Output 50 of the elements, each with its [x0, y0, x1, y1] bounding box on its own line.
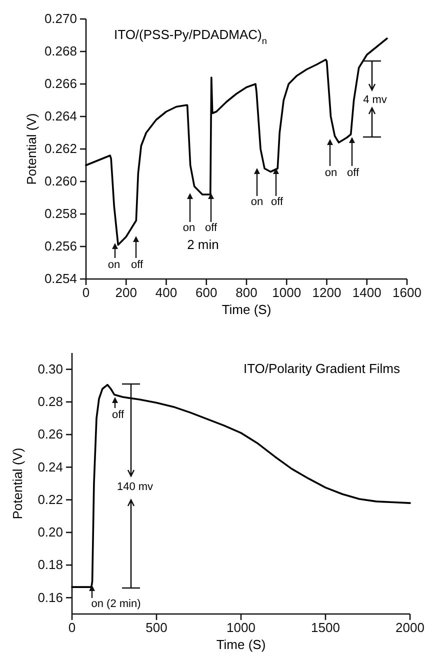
- y-tick-label: 0.266: [44, 76, 77, 92]
- x-tick-label: 0: [82, 285, 90, 300]
- annotation: on: [324, 167, 338, 179]
- y-axis-title: Potential (V): [10, 448, 25, 520]
- annotation: off: [204, 222, 218, 234]
- y-tick-label: 0.254: [44, 271, 77, 286]
- x-tick-label: 1000: [272, 285, 302, 300]
- y-tick-label: 0.260: [44, 174, 77, 189]
- annotation: on: [182, 222, 196, 234]
- x-axis-title: Time (S): [222, 302, 272, 317]
- y-tick-label: 0.22: [38, 492, 63, 507]
- annotation: 4 mv: [363, 94, 388, 106]
- y-axis-title: Potential (V): [24, 113, 39, 185]
- annotation: 140 mv: [116, 481, 154, 493]
- x-tick-label: 200: [115, 285, 137, 300]
- annotation: on (2 min): [91, 598, 141, 610]
- annotation: off: [130, 259, 144, 271]
- x-tick-label: 600: [196, 285, 218, 300]
- y-tick-label: 0.262: [44, 141, 77, 156]
- y-tick-label: 0.258: [44, 206, 77, 222]
- y-tick-label: 0.270: [44, 11, 77, 26]
- x-tick-label: 1600: [392, 285, 422, 300]
- y-tick-label: 0.28: [38, 394, 63, 410]
- x-tick-label: 1000: [226, 620, 256, 636]
- text: ITO/(PSS-Py/PDADMAC)$_{n}$: [114, 27, 267, 46]
- x-tick-label: 0: [68, 620, 76, 636]
- x-tick-label: 1500: [311, 620, 340, 636]
- y-tick-label: 0.24: [38, 459, 63, 474]
- annotation: on: [250, 196, 264, 208]
- y-tick-label: 0.20: [38, 524, 63, 540]
- x-tick-label: 400: [155, 285, 178, 300]
- x-tick-label: 1200: [312, 285, 342, 300]
- y-tick-label: 0.30: [38, 361, 63, 376]
- x-tick-label: 800: [236, 285, 258, 300]
- annotation: off: [112, 409, 125, 421]
- y-tick-label: 0.26: [38, 426, 63, 442]
- x-tick-label: 500: [146, 620, 168, 636]
- y-tick-label: 0.256: [44, 238, 77, 254]
- y-tick-label: 0.264: [44, 108, 77, 124]
- x-tick-label: 1400: [352, 285, 382, 300]
- y-tick-label: 0.268: [44, 44, 77, 59]
- annotation: off: [346, 167, 360, 179]
- y-tick-label: 0.16: [38, 590, 63, 605]
- annotation: on: [108, 259, 120, 271]
- annotation: off: [270, 196, 284, 208]
- x-tick-label: 2000: [396, 620, 424, 636]
- y-tick-label: 0.18: [38, 557, 63, 572]
- x-axis-title: Time (S): [216, 637, 266, 652]
- text: ITO/Polarity Gradient Films: [243, 361, 400, 376]
- annotation: 2 min: [187, 237, 219, 252]
